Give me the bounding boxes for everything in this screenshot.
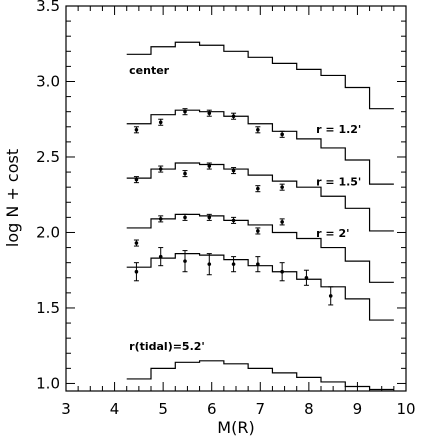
x-tick-label: 10 [396, 400, 415, 418]
data-point [158, 254, 163, 259]
data-point [231, 168, 236, 173]
data-point [304, 275, 309, 280]
histogram-line [126, 109, 394, 185]
data-point [158, 167, 163, 171]
data-point [280, 269, 284, 274]
data-points [133, 108, 334, 306]
data-point [207, 164, 212, 168]
x-tick-label: 8 [304, 400, 314, 418]
data-point [207, 262, 212, 266]
x-tick-label: 4 [110, 400, 120, 418]
y-tick-label: 3.0 [36, 72, 60, 90]
y-tick-label: 1.0 [36, 374, 60, 392]
data-point [256, 262, 260, 266]
y-axis-title: log N + cost [3, 149, 22, 247]
histogram-line [126, 213, 394, 283]
data-point [158, 120, 163, 125]
series-label: r = 1.2' [316, 123, 361, 136]
series-labels: center r = 1.2' r = 1.5' r = 2' r(tidal)=5.2… [129, 64, 361, 353]
data-point [231, 218, 236, 223]
data-point [280, 220, 284, 224]
series-label: r(tidal)=5.2' [129, 340, 205, 353]
data-point [134, 177, 139, 182]
data-point [207, 215, 212, 220]
axis-ticks [65, 5, 407, 391]
data-point [231, 262, 236, 266]
x-tick-label: 5 [158, 400, 168, 418]
x-tick-label: 9 [353, 400, 363, 418]
x-tick-label: 3 [61, 400, 71, 418]
data-point [256, 229, 260, 233]
data-point [183, 259, 187, 263]
data-point [183, 109, 187, 114]
data-point [134, 128, 139, 132]
histogram-line [126, 162, 394, 232]
x-tick-labels: 3 4 5 6 7 8 9 10 [61, 400, 415, 418]
series-label: center [129, 64, 170, 77]
data-point [183, 215, 187, 220]
series-label: r = 1.5' [316, 176, 361, 189]
data-point [207, 111, 212, 115]
plot-frame [65, 5, 407, 392]
y-tick-label: 2.0 [36, 223, 60, 241]
data-point [280, 185, 284, 189]
data-point [256, 128, 260, 132]
y-tick-label: 1.5 [36, 299, 60, 317]
data-point [134, 269, 139, 274]
histogram-series [126, 41, 394, 391]
y-tick-labels: 1.0 1.5 2.0 2.5 3.0 3.5 [36, 0, 60, 392]
x-tick-label: 6 [207, 400, 217, 418]
histogram-line [126, 41, 394, 110]
data-point [231, 114, 236, 119]
histogram-line [126, 360, 394, 391]
data-point [183, 171, 187, 176]
data-point [256, 186, 260, 191]
data-point [134, 241, 139, 245]
data-point [280, 132, 284, 137]
y-tick-label: 3.5 [36, 0, 60, 15]
y-tick-label: 2.5 [36, 148, 60, 166]
data-point [328, 294, 333, 298]
x-tick-label: 7 [256, 400, 266, 418]
x-axis-title: M(R) [217, 418, 254, 437]
histogram-line [126, 253, 394, 321]
data-point [158, 217, 163, 221]
series-label: r = 2' [316, 227, 349, 240]
